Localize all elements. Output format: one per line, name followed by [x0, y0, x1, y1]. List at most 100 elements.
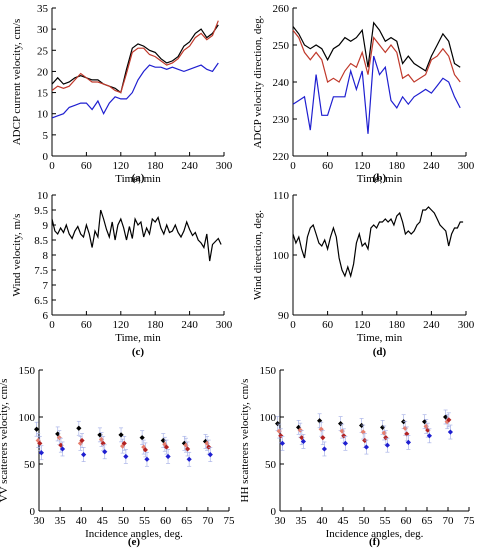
data-point [118, 432, 124, 438]
data-point [276, 428, 282, 434]
data-point [38, 450, 44, 456]
panel-label: (d) [373, 346, 387, 358]
x-tick-label: 120 [113, 160, 130, 172]
data-point [296, 424, 302, 430]
data-point [363, 444, 369, 450]
data-point [342, 440, 348, 446]
x-tick-label: 35 [296, 515, 308, 527]
y-tick-label: 100 [273, 250, 290, 262]
data-point [341, 433, 347, 439]
data-point [405, 439, 411, 445]
y-tick-label: 20 [37, 66, 49, 78]
panel-f: 30 35 40 45 50 55 60 65 70 75 0 50 100 150 Incidence a… [239, 365, 475, 548]
data-point [186, 456, 192, 462]
y-tick-label: 260 [273, 3, 290, 15]
x-tick-label: 300 [216, 319, 233, 331]
data-point [144, 456, 150, 462]
y-tick-label: 7 [43, 280, 49, 292]
x-tick-label: 50 [118, 515, 130, 527]
x-tick-label: 120 [354, 160, 371, 172]
y-axis-label: Wind velocity, m/s [11, 214, 23, 297]
x-tick-label: 65 [422, 515, 434, 527]
x-tick-label: 120 [113, 319, 130, 331]
data-point [37, 440, 43, 446]
data-point [446, 417, 452, 423]
data-point [121, 440, 127, 446]
data-point [300, 438, 306, 445]
x-tick-label: 240 [181, 160, 198, 172]
data-point [447, 429, 453, 435]
data-point [102, 449, 108, 455]
data-point [423, 423, 429, 429]
x-axis-label: Time, min [357, 173, 403, 185]
x-tick-label: 60 [401, 515, 413, 527]
y-tick-label: 15 [37, 88, 49, 100]
data-point [142, 447, 148, 453]
data-point [318, 426, 324, 432]
x-tick-label: 120 [354, 319, 371, 331]
panel-label: (e) [128, 536, 141, 548]
x-tick-label: 180 [389, 319, 406, 331]
y-tick-label: 6 [43, 310, 49, 322]
data-point [34, 426, 40, 432]
x-tick-label: 75 [464, 515, 476, 527]
x-tick-label: 180 [147, 160, 164, 172]
data-point [359, 422, 365, 429]
y-tick-label: 110 [273, 190, 290, 202]
panel-b: 0 60 120 180 240 300 220 230 240 250 260 Time, min A… [252, 3, 475, 185]
data-point [317, 418, 323, 424]
panel-d: 0 60 120 180 240 300 90 100 110 Time, min Wind dir… [252, 190, 475, 358]
data-point [58, 442, 64, 448]
x-tick-label: 40 [76, 515, 88, 527]
y-tick-label: 35 [37, 3, 49, 15]
data-point [279, 440, 285, 446]
y-tick-label: 100 [19, 412, 36, 424]
series-line [51, 20, 219, 94]
x-tick-label: 300 [458, 160, 475, 172]
series-line [51, 24, 219, 94]
panel-label: (a) [132, 172, 145, 184]
y-tick-label: 50 [24, 459, 36, 471]
x-tick-label: 240 [423, 160, 440, 172]
data-point [275, 420, 281, 427]
series-line [292, 29, 461, 83]
data-point [81, 452, 87, 458]
y-axis-label: HH scatterers velocity, cm/s [239, 379, 251, 503]
x-tick-label: 60 [160, 515, 172, 527]
x-axis-label: Time, min [115, 173, 161, 185]
y-tick-label: 150 [260, 365, 277, 377]
x-tick-label: 70 [202, 515, 214, 527]
data-point [163, 444, 170, 450]
y-tick-label: 220 [273, 151, 290, 163]
data-point [184, 446, 191, 452]
y-axis-label: ADCP current velocity, cm/s [11, 19, 23, 146]
series-line [51, 209, 222, 262]
x-tick-label: 60 [322, 319, 334, 331]
y-tick-label: 0 [30, 506, 36, 518]
x-tick-label: 75 [224, 515, 236, 527]
y-axis-label: VV scatterers velocity, cm/s [0, 379, 10, 503]
x-tick-label: 55 [380, 515, 392, 527]
series-line [292, 21, 461, 72]
data-point [207, 452, 213, 458]
panel-c: 0 60 120 180 240 300 6 6.5 7 7.5 8 8.5 9 9.5 10 Time, m… [11, 190, 233, 358]
data-point [360, 429, 366, 435]
x-tick-label: 0 [290, 319, 296, 331]
y-tick-label: 9.5 [34, 205, 48, 217]
x-tick-label: 240 [181, 319, 198, 331]
x-tick-label: 240 [423, 319, 440, 331]
y-tick-label: 10 [37, 190, 49, 202]
y-tick-label: 90 [278, 310, 290, 322]
x-tick-label: 180 [147, 319, 164, 331]
x-tick-label: 35 [55, 515, 67, 527]
y-tick-label: 30 [37, 24, 49, 36]
data-point [321, 446, 327, 452]
x-tick-label: 30 [34, 515, 46, 527]
x-tick-label: 0 [49, 160, 55, 172]
series-line [292, 55, 461, 134]
data-point [79, 437, 85, 444]
data-point [426, 433, 432, 439]
x-tick-label: 45 [338, 515, 350, 527]
y-tick-label: 50 [265, 459, 277, 471]
